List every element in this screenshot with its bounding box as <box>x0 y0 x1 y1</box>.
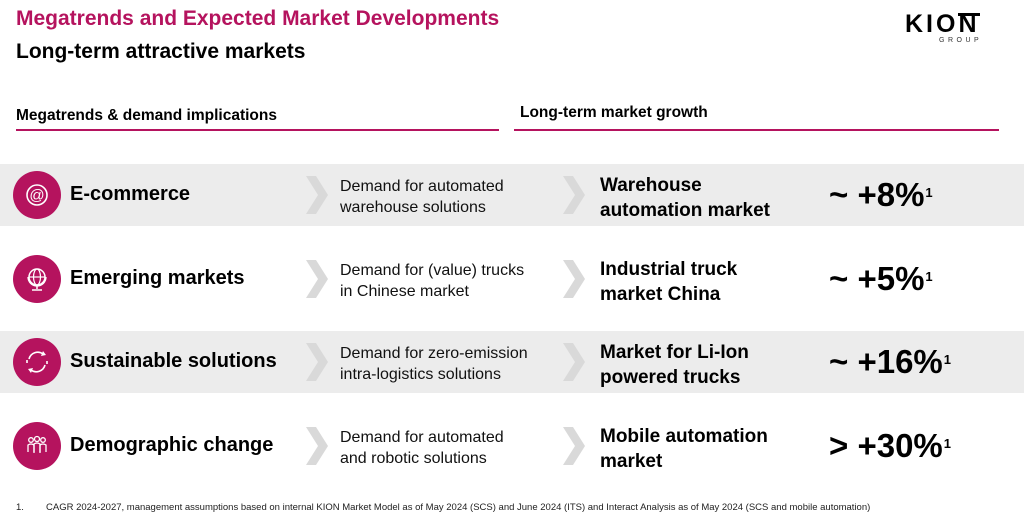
growth-value: ~ +5%1 <box>829 260 933 297</box>
trend-label: Sustainable solutions <box>70 350 277 372</box>
chevron-right-icon <box>563 427 585 465</box>
demand-text: Demand for (value) trucks in Chinese mark… <box>340 262 525 300</box>
chevron-right-icon <box>306 343 328 381</box>
people-group-icon <box>13 422 61 470</box>
right-column-heading: Long-term market growth <box>520 104 708 121</box>
growth-value: > +30%1 <box>829 427 951 464</box>
megatrend-row-ecommerce: @ E-commerce Demand for automated warehou… <box>0 164 1024 226</box>
chevron-right-icon <box>563 176 585 214</box>
market-text: Mobile automation market <box>600 426 768 472</box>
globe-icon <box>13 255 61 303</box>
megatrend-row-sustainable-solutions: Sustainable solutions Demand for zero-em… <box>0 331 1024 393</box>
logo-accent-bar <box>958 13 980 16</box>
left-heading-rule <box>16 129 499 131</box>
recycle-arrows-icon <box>13 338 61 386</box>
chevron-right-icon <box>306 176 328 214</box>
left-column-heading: Megatrends & demand implications <box>16 107 277 124</box>
market-text: Warehouse automation market <box>600 175 770 221</box>
kion-logo: KION GROUP <box>905 10 1005 46</box>
page-subtitle: Long-term attractive markets <box>16 40 306 63</box>
demand-text: Demand for automated warehouse solutions <box>340 178 504 216</box>
chevron-right-icon <box>563 343 585 381</box>
svg-text:@: @ <box>29 187 44 204</box>
trend-label: E-commerce <box>70 183 191 205</box>
growth-value: ~ +8%1 <box>829 176 933 213</box>
market-text: Market for Li-Ion powered trucks <box>600 342 749 388</box>
logo-group-text: GROUP <box>939 37 983 44</box>
demand-text: Demand for zero-emission intra-logistics … <box>340 345 528 383</box>
chevron-right-icon <box>306 427 328 465</box>
at-sign-icon: @ <box>13 171 61 219</box>
footnote-text: CAGR 2024-2027, management assumptions b… <box>46 502 871 513</box>
trend-label: Demographic change <box>70 434 274 456</box>
right-heading-rule <box>514 129 999 131</box>
trend-label: Emerging markets <box>70 267 245 289</box>
demand-text: Demand for automated and robotic solution… <box>340 429 504 467</box>
page-title: Megatrends and Expected Market Developme… <box>16 7 500 30</box>
market-text: Industrial truck market China <box>600 259 738 305</box>
chevron-right-icon <box>563 260 585 298</box>
growth-value: ~ +16%1 <box>829 343 951 380</box>
footnote-number: 1. <box>16 502 24 513</box>
megatrend-row-demographic-change: Demographic change Demand for automated a… <box>0 415 1024 477</box>
chevron-right-icon <box>306 260 328 298</box>
footnote: 1. CAGR 2024-2027, management assumptions… <box>16 502 870 513</box>
megatrend-row-emerging-markets: Emerging markets Demand for (value) truc… <box>0 248 1024 310</box>
